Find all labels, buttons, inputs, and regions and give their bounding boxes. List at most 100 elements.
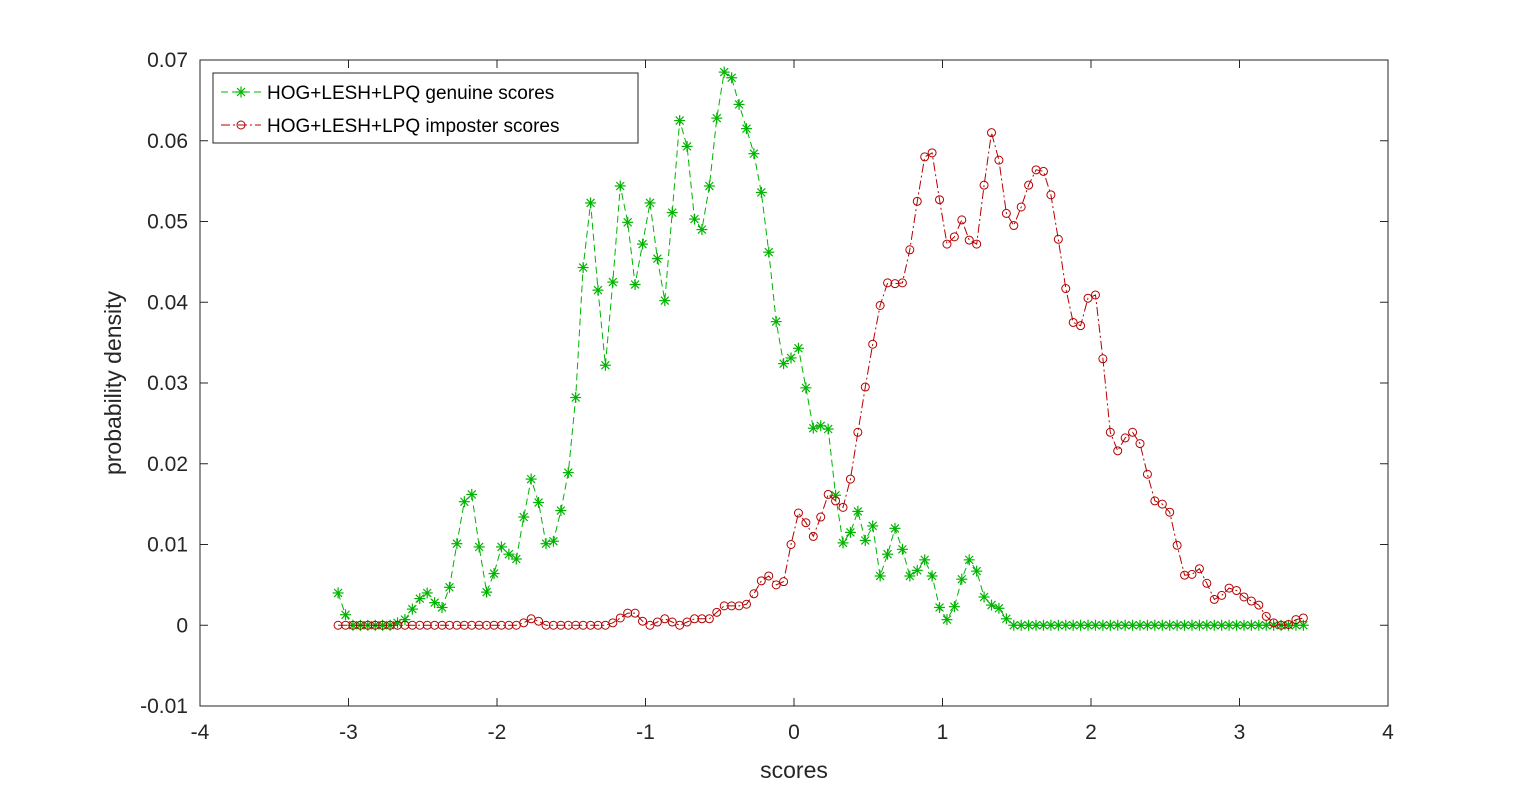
marker-stroke xyxy=(608,277,618,287)
marker-stroke xyxy=(756,188,766,197)
marker-stroke xyxy=(868,521,878,531)
data-point xyxy=(838,502,848,512)
data-point xyxy=(630,608,640,618)
data-point xyxy=(1261,611,1271,621)
data-point xyxy=(859,534,871,546)
marker-stroke xyxy=(742,124,751,134)
data-point xyxy=(764,571,774,581)
marker-stroke xyxy=(912,565,922,575)
data-point xyxy=(1187,569,1197,579)
data-point xyxy=(458,496,470,508)
data-point xyxy=(1082,619,1094,631)
marker-stroke xyxy=(526,474,536,484)
data-point xyxy=(1061,284,1071,294)
data-point xyxy=(949,232,959,242)
data-point xyxy=(533,497,545,509)
data-point xyxy=(430,620,440,630)
x-tick-label: 3 xyxy=(1234,721,1246,744)
data-point xyxy=(667,617,677,627)
data-point xyxy=(496,620,506,630)
data-point xyxy=(994,155,1004,165)
data-point xyxy=(956,573,968,585)
series-layer xyxy=(332,66,1309,631)
y-tick-label: 0.04 xyxy=(147,291,188,314)
marker-stroke xyxy=(734,100,744,109)
data-point xyxy=(1149,619,1161,631)
data-point xyxy=(726,72,738,84)
marker-stroke xyxy=(1128,620,1137,630)
data-point xyxy=(808,531,818,541)
data-point xyxy=(896,543,908,555)
legend-entry-1: HOG+LESH+LPQ imposter scores xyxy=(221,116,560,137)
data-point xyxy=(1038,166,1048,176)
data-point xyxy=(1239,592,1249,602)
legend-entries: HOG+LESH+LPQ genuine scores HOG+LESH+LPQ … xyxy=(221,83,560,137)
marker-stroke xyxy=(764,247,774,257)
data-point xyxy=(593,620,603,630)
y-tick-label: 0.03 xyxy=(147,372,188,395)
marker-stroke xyxy=(556,506,566,515)
marker-stroke xyxy=(459,497,469,507)
data-point xyxy=(883,278,893,288)
data-point xyxy=(519,618,529,628)
data-point xyxy=(703,180,715,192)
marker-stroke xyxy=(1261,620,1271,630)
marker-stroke xyxy=(920,555,930,565)
data-point xyxy=(459,620,469,630)
data-point xyxy=(1135,439,1145,449)
marker-stroke xyxy=(1202,620,1212,630)
data-point xyxy=(1276,620,1286,630)
data-point xyxy=(534,616,544,626)
data-point xyxy=(868,339,878,349)
data-point xyxy=(972,239,982,249)
data-point xyxy=(614,180,626,192)
marker-stroke xyxy=(779,359,788,369)
data-point xyxy=(629,278,641,290)
data-point xyxy=(637,238,649,250)
data-point xyxy=(749,589,759,599)
data-point xyxy=(979,180,989,190)
data-point xyxy=(770,316,782,328)
marker-stroke xyxy=(979,592,989,602)
data-point xyxy=(437,620,447,630)
data-point xyxy=(675,620,685,630)
data-point xyxy=(1098,354,1108,364)
data-point xyxy=(1254,600,1264,610)
y-tick-label: -0.01 xyxy=(140,695,188,718)
data-point xyxy=(1001,208,1011,218)
marker-stroke xyxy=(1120,620,1130,630)
y-tick-label: 0.07 xyxy=(147,49,188,72)
x-tick-label: 0 xyxy=(788,721,800,744)
data-point xyxy=(740,123,752,135)
data-point xyxy=(942,239,952,249)
data-point xyxy=(807,422,819,434)
data-point xyxy=(1194,564,1204,574)
marker-stroke xyxy=(883,549,892,559)
marker-stroke xyxy=(549,536,558,546)
marker-stroke xyxy=(504,549,514,559)
x-tick-label: 2 xyxy=(1085,721,1097,744)
data-point xyxy=(935,195,945,205)
y-tick-label: 0.02 xyxy=(147,453,188,476)
data-point xyxy=(912,196,922,206)
data-point xyxy=(816,512,826,522)
data-point xyxy=(697,614,707,624)
marker-stroke xyxy=(1039,620,1048,630)
marker-stroke xyxy=(860,536,870,545)
marker-stroke xyxy=(563,468,573,478)
data-point xyxy=(1165,507,1175,517)
data-point xyxy=(696,224,708,236)
y-tick-label: 0.06 xyxy=(147,130,188,153)
marker-stroke xyxy=(682,142,692,151)
legend-label: HOG+LESH+LPQ imposter scores xyxy=(267,116,560,137)
data-point xyxy=(645,620,655,630)
data-point xyxy=(927,148,937,158)
legend-box xyxy=(212,72,639,144)
marker-stroke xyxy=(474,542,484,552)
data-point xyxy=(853,427,863,437)
data-point xyxy=(733,98,745,110)
marker-stroke xyxy=(407,604,417,614)
data-point xyxy=(964,235,974,245)
data-point xyxy=(503,548,515,560)
data-point xyxy=(800,382,812,394)
